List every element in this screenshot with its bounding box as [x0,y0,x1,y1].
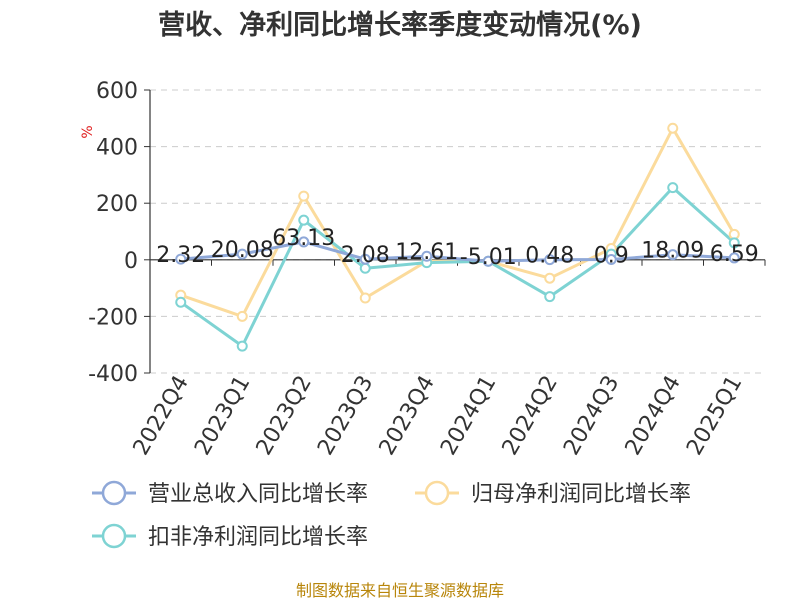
data-label: 20.08 [211,238,274,263]
series-point-2 [175,296,187,308]
legend-marker [424,480,450,506]
series-line-2 [179,186,736,348]
series-point-0 [298,236,310,248]
legend-label: 归母净利润同比增长率 [471,482,691,507]
series-point-2 [298,214,310,226]
y-tick-label: -200 [88,305,138,330]
x-tick-label: 2023Q4 [375,372,440,460]
x-tick-label: 2023Q1 [190,372,255,460]
x-tick-label: 2022Q4 [129,372,194,460]
legend-label: 营业总收入同比增长率 [148,482,368,507]
series-point-2 [236,340,248,352]
series-point-0 [175,253,187,265]
x-tick-label: 2024Q1 [436,372,501,460]
data-label: 0.9 [594,244,629,269]
data-label: -5.01 [460,245,517,270]
data-label: 2.32 [156,243,205,268]
legend-marker [101,480,127,506]
legend-item-1[interactable]: 归母净利润同比增长率 [415,480,691,507]
series-point-0 [359,253,371,265]
y-tick-label: 400 [96,136,138,161]
x-tick-label: 2025Q1 [682,372,747,460]
data-label: 2.08 [341,243,390,268]
source-note: 制图数据来自恒生聚源数据库 [296,581,504,600]
legend-marker [101,523,127,549]
x-tick-label: 2024Q2 [498,372,563,460]
series-point-0 [728,252,740,264]
data-label: 63.13 [272,226,335,251]
series-point-0 [667,249,679,261]
series-point-0 [605,254,617,266]
x-tick-label: 2023Q3 [313,372,378,460]
series-point-0 [421,250,433,262]
series-line-0 [180,240,735,263]
legend-label: 扣非净利润同比增长率 [148,525,368,550]
series-point-2 [544,291,556,303]
series-point-2 [667,182,679,194]
chart-title: 营收、净利同比增长率季度变动情况(%) [158,9,642,41]
y-axis-ticks: 600 400 200 0 -200 -400 [88,79,150,387]
series-point-1 [359,292,371,304]
data-label: 12.61 [395,240,458,265]
series-line-1 [180,126,736,318]
y-axis-unit: % [80,125,96,138]
series-point-1 [667,122,679,134]
series-point-1 [236,310,248,322]
legend-item-0[interactable]: 营业总收入同比增长率 [92,480,368,507]
x-tick-label: 2023Q2 [252,372,317,460]
x-tick-label: 2024Q3 [559,372,624,460]
y-tick-label: 600 [96,79,138,104]
series-points [175,122,740,352]
series-point-0 [482,255,494,267]
series-point-2 [728,237,740,249]
x-axis-ticks: 2022Q42023Q12023Q22023Q32023Q42024Q12024… [129,259,766,460]
y-tick-label: -400 [88,362,138,387]
legend-item-2[interactable]: 扣非净利润同比增长率 [92,523,368,550]
data-label: 6.59 [710,242,759,267]
series-lines [179,126,736,348]
data-label: 18.09 [641,239,704,264]
series-point-0 [544,254,556,266]
y-tick-label: 200 [96,192,138,217]
series-point-1 [298,190,310,202]
series-point-1 [544,272,556,284]
series-point-0 [236,248,248,260]
y-tick-label: 0 [124,249,138,274]
data-label: 0.48 [525,244,574,269]
x-tick-label: 2024Q4 [621,372,686,460]
